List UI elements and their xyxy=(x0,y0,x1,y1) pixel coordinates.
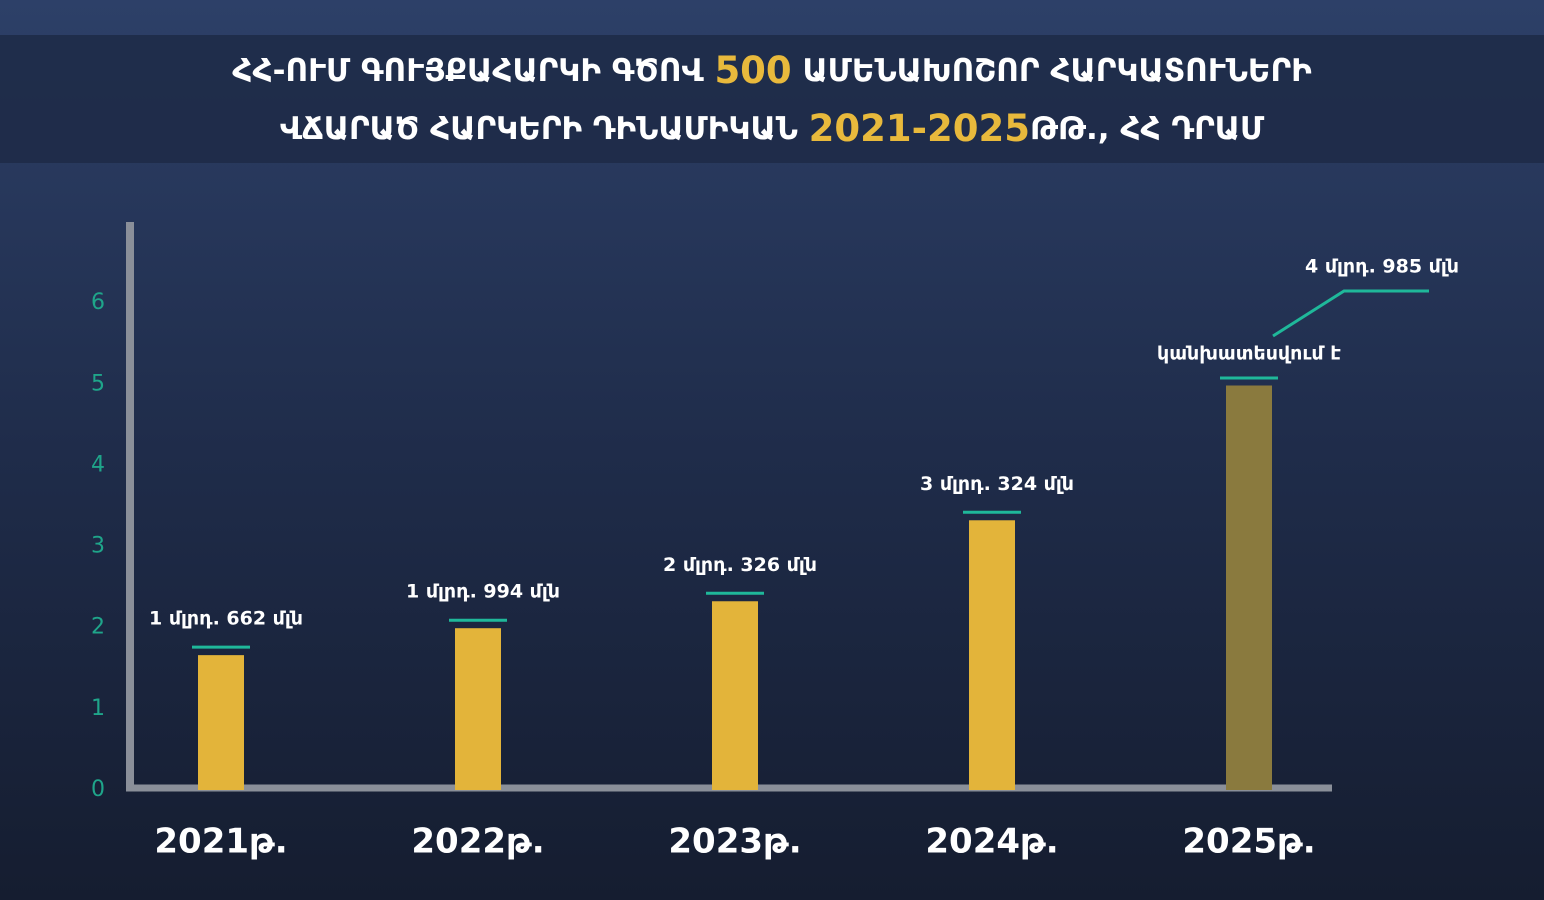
leader-line xyxy=(1272,289,1429,338)
x-tick-label: 2021թ. xyxy=(154,822,287,862)
x-tick-label: 2024թ. xyxy=(925,822,1058,862)
data-label: 4 մլրդ. 985 մլն xyxy=(1305,256,1459,278)
bar xyxy=(455,628,501,790)
data-label: 1 մլրդ. 662 մլն xyxy=(149,608,303,630)
x-tick-label: 2022թ. xyxy=(411,822,544,862)
y-tick-label: 6 xyxy=(91,290,105,315)
chart-title: ՀՀ-ՈՒՄ ԳՈՒՅՔԱՀԱՐԿԻ ԳԾՈՎ 500 ԱՄԵՆԱԽՈՇՈՐ Հ… xyxy=(232,49,1312,92)
data-label: 3 մլրդ. 324 մլն xyxy=(920,473,1074,495)
data-label: 2 մլրդ. 326 մլն xyxy=(663,554,817,576)
title-part: ՎՃԱՐԱԾ ՀԱՐԿԵՐԻ ԴԻՆԱՄԻԿԱՆ xyxy=(280,111,809,147)
x-tick-label: 2025թ. xyxy=(1182,822,1315,862)
y-tick-label: 1 xyxy=(91,696,105,721)
y-tick-label: 2 xyxy=(91,615,105,640)
annotation: կանխատեսվում է xyxy=(1157,343,1341,365)
title-part: ԱՄԵՆԱԽՈՇՈՐ ՀԱՐԿԱՏՈՒՆԵՐԻ xyxy=(792,53,1312,89)
bar xyxy=(198,655,244,790)
y-tick-label: 4 xyxy=(91,452,105,477)
x-tick-label: 2023թ. xyxy=(668,822,801,862)
y-tick-label: 3 xyxy=(91,534,105,559)
y-tick-label: 5 xyxy=(91,371,105,396)
title-highlight: 2021-2025 xyxy=(809,107,1030,150)
title-part: ՀՀ-ՈՒՄ ԳՈՒՅՔԱՀԱՐԿԻ ԳԾՈՎ xyxy=(232,53,714,89)
data-label: 1 մլրդ. 994 մլն xyxy=(406,581,560,603)
title-highlight: 500 xyxy=(714,49,791,92)
bar xyxy=(712,601,758,790)
chart-title: ՎՃԱՐԱԾ ՀԱՐԿԵՐԻ ԴԻՆԱՄԻԿԱՆ 2021-2025ԹԹ., Հ… xyxy=(280,107,1265,150)
bar xyxy=(1226,385,1272,790)
title-part: ԹԹ., ՀՀ ԴՐԱՄ xyxy=(1030,111,1265,147)
title-band xyxy=(0,35,1544,163)
y-tick-label: 0 xyxy=(91,777,105,802)
bar xyxy=(969,520,1015,790)
